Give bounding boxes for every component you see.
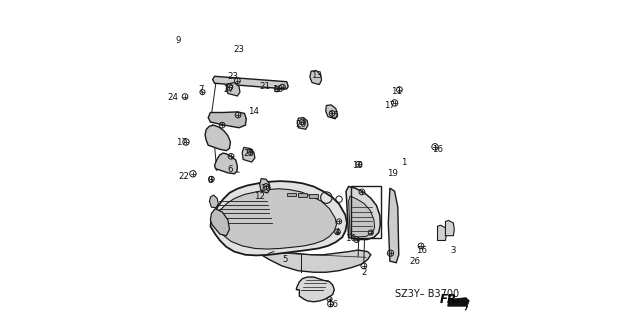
Polygon shape bbox=[260, 179, 270, 193]
Bar bbox=[298, 193, 307, 197]
Text: 4: 4 bbox=[335, 228, 340, 237]
Text: 18: 18 bbox=[271, 85, 283, 94]
Polygon shape bbox=[212, 76, 288, 89]
Polygon shape bbox=[214, 153, 237, 174]
Polygon shape bbox=[297, 118, 308, 129]
Polygon shape bbox=[227, 83, 240, 96]
Polygon shape bbox=[211, 181, 347, 256]
Text: 10: 10 bbox=[352, 161, 363, 170]
Text: 3: 3 bbox=[451, 246, 456, 255]
Text: 16: 16 bbox=[416, 246, 427, 255]
Text: 7: 7 bbox=[198, 85, 204, 94]
Text: 1: 1 bbox=[401, 158, 407, 167]
Text: 17: 17 bbox=[177, 137, 188, 146]
Text: 15: 15 bbox=[328, 111, 339, 120]
Text: 21: 21 bbox=[259, 82, 270, 91]
Polygon shape bbox=[211, 209, 230, 236]
Text: 24: 24 bbox=[168, 93, 179, 102]
Text: 23: 23 bbox=[234, 45, 244, 55]
Text: 12: 12 bbox=[254, 191, 265, 201]
Text: 2: 2 bbox=[362, 268, 367, 277]
Text: 16: 16 bbox=[326, 300, 337, 309]
Text: 20: 20 bbox=[296, 120, 307, 129]
Text: 6: 6 bbox=[228, 165, 233, 174]
Text: 26: 26 bbox=[410, 257, 420, 266]
Polygon shape bbox=[205, 125, 230, 151]
Text: FR.: FR. bbox=[440, 293, 461, 306]
Bar bbox=[287, 193, 296, 196]
Text: 9: 9 bbox=[176, 36, 181, 45]
Polygon shape bbox=[438, 225, 447, 241]
Text: 20: 20 bbox=[260, 184, 271, 193]
Polygon shape bbox=[349, 196, 374, 237]
Text: 16: 16 bbox=[345, 234, 356, 243]
Polygon shape bbox=[346, 187, 380, 240]
Polygon shape bbox=[215, 189, 337, 249]
Text: 25: 25 bbox=[243, 149, 254, 158]
Text: 22: 22 bbox=[179, 172, 189, 181]
Text: 14: 14 bbox=[248, 108, 259, 116]
Polygon shape bbox=[296, 277, 334, 302]
Text: 13: 13 bbox=[310, 71, 322, 80]
Text: 17: 17 bbox=[385, 101, 396, 110]
Polygon shape bbox=[310, 70, 321, 85]
Text: 27: 27 bbox=[223, 85, 234, 94]
Polygon shape bbox=[208, 112, 246, 128]
Text: 11: 11 bbox=[391, 87, 402, 96]
Bar bbox=[309, 194, 319, 198]
Polygon shape bbox=[209, 195, 218, 208]
Polygon shape bbox=[388, 188, 399, 263]
Polygon shape bbox=[447, 298, 469, 310]
Text: SZ3Y– B3700: SZ3Y– B3700 bbox=[395, 289, 459, 300]
Text: 16: 16 bbox=[432, 145, 443, 154]
Polygon shape bbox=[261, 250, 371, 272]
Text: 19: 19 bbox=[387, 169, 398, 178]
Text: 23: 23 bbox=[227, 72, 238, 81]
Polygon shape bbox=[242, 147, 255, 162]
Polygon shape bbox=[326, 105, 337, 119]
Text: 5: 5 bbox=[282, 255, 288, 264]
Text: 8: 8 bbox=[207, 176, 213, 185]
Polygon shape bbox=[445, 220, 454, 236]
